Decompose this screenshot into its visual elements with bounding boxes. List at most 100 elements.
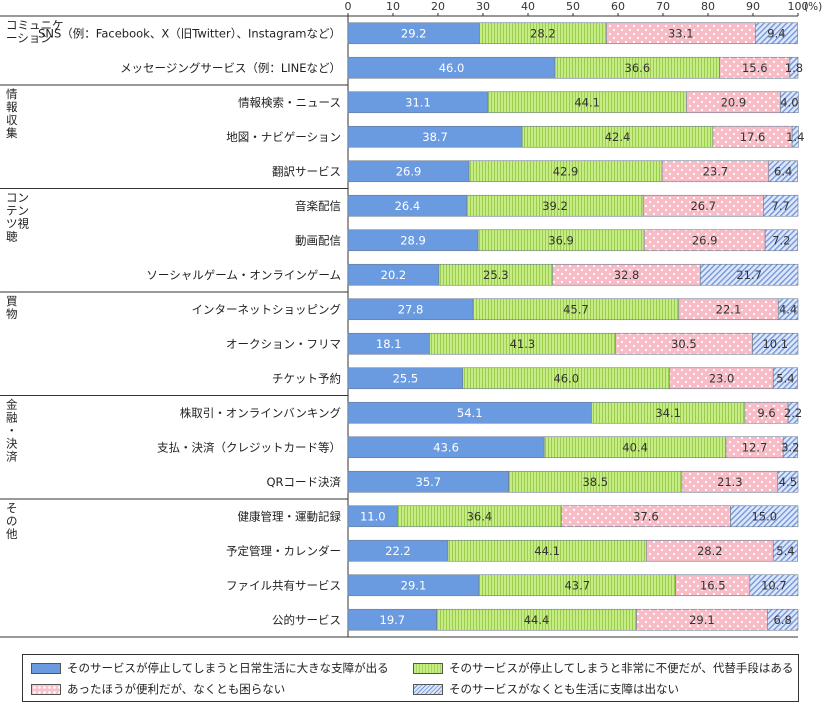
- group-label-line: 融: [6, 411, 18, 425]
- category-label: 情報検索・ニュース: [238, 95, 341, 109]
- x-tick-label: 50: [566, 0, 580, 13]
- group-label-line: の: [6, 514, 18, 528]
- data-label: 35.7: [416, 475, 442, 489]
- bar-segment-no-impact: [768, 160, 798, 183]
- data-label: 16.5: [700, 578, 726, 592]
- category-label: ソーシャルゲーム・オンラインゲーム: [146, 268, 341, 282]
- legend-swatch-0: [31, 662, 61, 674]
- category-label: SNS（例：Facebook、X（旧Twitter）、Instagramなど）: [38, 26, 341, 40]
- bar-segment-no-impact: [700, 263, 799, 286]
- data-label: 27.8: [398, 302, 424, 316]
- data-label: 43.6: [433, 440, 459, 454]
- group-label-line: 物: [6, 307, 18, 321]
- bar-segment-no-impact: [772, 367, 798, 390]
- data-label: 20.2: [381, 268, 407, 282]
- group-label-line: 金: [6, 398, 18, 412]
- data-label: 21.7: [736, 268, 762, 282]
- bar-segment-no-impact: [782, 436, 798, 459]
- data-label: 11.0: [360, 509, 386, 523]
- data-label: 43.7: [564, 578, 590, 592]
- data-label: 22.1: [716, 302, 742, 316]
- category-label: 動画配信: [295, 233, 341, 247]
- data-label: 20.9: [721, 95, 747, 109]
- data-label: 1.4: [786, 130, 804, 144]
- category-label: 株取引・オンラインバンキング: [180, 406, 342, 420]
- category-label: QRコード決済: [266, 475, 341, 489]
- category-label: メッセージングサービス（例：LINEなど）: [120, 61, 341, 75]
- data-label: 22.2: [385, 544, 411, 558]
- category-label: 地図・ナビゲーション: [226, 130, 341, 144]
- legend-swatch-3: [413, 683, 443, 695]
- category-label: 支払・決済（クレジットカード等）: [157, 440, 341, 454]
- data-label: 40.4: [622, 440, 648, 454]
- data-label: 41.3: [510, 337, 536, 351]
- bar-segment-no-impact: [777, 298, 799, 321]
- data-labels: 29.2 28.2 33.1 9.4 46.0 36.6 15.6 1.8 31.1 44.1 20…: [360, 26, 805, 627]
- legend: そのサービスが停止してしまうと日常生活に大きな支障が出る そのサービスが停止して…: [22, 654, 799, 702]
- group-label-line: ーション: [6, 31, 52, 45]
- data-label: 26.9: [692, 233, 718, 247]
- data-label: 25.5: [393, 371, 419, 385]
- data-label: 54.1: [457, 406, 483, 420]
- data-label: 17.6: [740, 130, 766, 144]
- data-label: 46.0: [439, 61, 465, 75]
- group-label-line: 報: [6, 100, 18, 114]
- data-label: 18.1: [376, 337, 402, 351]
- category-label: オークション・フリマ: [226, 337, 341, 351]
- data-label: 2.2: [784, 406, 802, 420]
- data-label: 29.1: [401, 578, 427, 592]
- category-label: インターネットショッピング: [192, 302, 342, 316]
- data-label: 44.1: [574, 95, 600, 109]
- legend-swatch-1: [413, 662, 443, 674]
- bar-segment-no-impact: [777, 470, 799, 493]
- legend-item-3: そのサービスがなくとも生活に支障は出ない: [413, 679, 679, 699]
- x-tick-label: 20: [431, 0, 445, 13]
- data-label: 44.4: [524, 613, 550, 627]
- bar-segment-no-impact: [772, 539, 798, 562]
- category-label: チケット予約: [272, 371, 341, 385]
- category-label: 健康管理・運動記録: [238, 509, 342, 523]
- data-label: 38.7: [422, 130, 448, 144]
- group-label-line: ツ視: [6, 217, 29, 231]
- data-label: 10.7: [761, 578, 787, 592]
- data-label: 36.4: [467, 509, 493, 523]
- data-label: 38.5: [582, 475, 608, 489]
- legend-label-1: そのサービスが停止してしまうと非常に不便だが、代替手段はある: [449, 661, 794, 675]
- group-label-line: コミュニケ: [6, 18, 64, 32]
- data-label: 3.2: [781, 440, 799, 454]
- x-tick-label: 10: [386, 0, 400, 13]
- data-label: 36.9: [548, 233, 574, 247]
- category-label: 翻訳サービス: [272, 164, 341, 178]
- data-label: 32.8: [614, 268, 640, 282]
- group-label-line: 集: [6, 126, 18, 140]
- bar-segment-no-impact: [752, 332, 799, 355]
- stacked-bar-chart: 29.2 28.2 33.1 9.4 46.0 36.6 15.6 1.8 31.1 44.1 20…: [0, 0, 822, 638]
- data-label: 34.1: [655, 406, 681, 420]
- data-label: 6.8: [774, 613, 792, 627]
- x-tick-label: 30: [476, 0, 490, 13]
- group-label-line: 他: [6, 527, 18, 541]
- data-label: 44.1: [534, 544, 560, 558]
- data-label: 21.3: [717, 475, 743, 489]
- group-label-line: 収: [6, 113, 18, 127]
- data-label: 23.7: [703, 164, 729, 178]
- group-label-line: 済: [6, 450, 18, 464]
- legend-label-0: そのサービスが停止してしまうと日常生活に大きな支障が出る: [67, 661, 389, 675]
- data-label: 28.2: [530, 26, 556, 40]
- data-label: 26.9: [396, 164, 422, 178]
- data-label: 37.6: [633, 509, 659, 523]
- data-label: 6.4: [774, 164, 792, 178]
- bar-segment-no-impact: [730, 505, 799, 528]
- data-label: 1.8: [785, 61, 803, 75]
- data-label: 15.6: [742, 61, 768, 75]
- data-label: 23.0: [709, 371, 735, 385]
- legend-label-3: そのサービスがなくとも生活に支障は出ない: [449, 682, 679, 696]
- legend-item-0: そのサービスが停止してしまうと日常生活に大きな支障が出る: [31, 658, 389, 678]
- data-label: 39.2: [542, 199, 568, 213]
- data-label: 46.0: [553, 371, 579, 385]
- data-label: 33.1: [668, 26, 694, 40]
- data-label: 12.7: [742, 440, 768, 454]
- group-label-line: 聴: [6, 230, 18, 244]
- category-label: ファイル共有サービス: [226, 578, 341, 592]
